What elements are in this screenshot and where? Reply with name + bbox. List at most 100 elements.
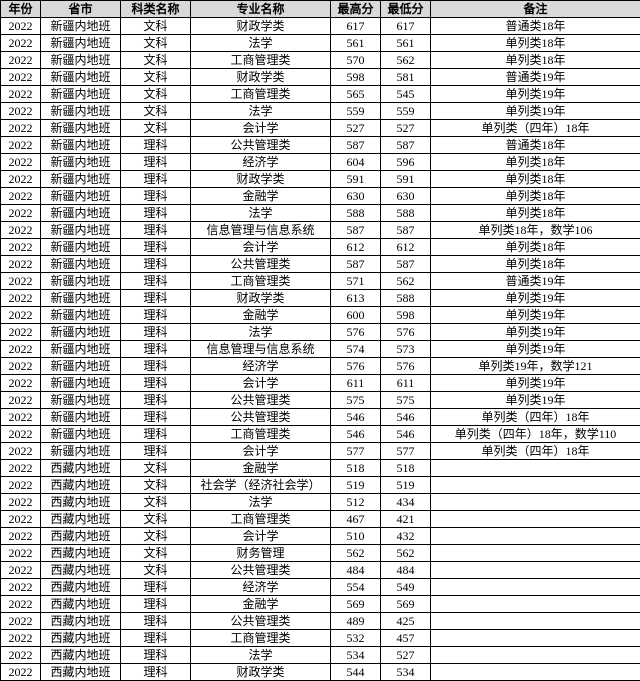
cell-year: 2022 [1, 171, 41, 188]
cell-major: 工商管理类 [191, 86, 331, 103]
cell-note [431, 630, 640, 647]
cell-min-score: 612 [381, 239, 431, 256]
cell-note: 单列类（四年）18年 [431, 120, 640, 137]
cell-year: 2022 [1, 341, 41, 358]
cell-min-score: 518 [381, 460, 431, 477]
cell-major: 信息管理与信息系统 [191, 341, 331, 358]
cell-year: 2022 [1, 86, 41, 103]
table-row: 2022新疆内地班文科法学559559单列类19年 [1, 103, 640, 120]
cell-major: 工商管理类 [191, 52, 331, 69]
table-row: 2022新疆内地班理科信息管理与信息系统587587单列类18年，数学106 [1, 222, 640, 239]
cell-subject: 文科 [121, 460, 191, 477]
cell-max-score: 554 [331, 579, 381, 596]
cell-min-score: 549 [381, 579, 431, 596]
cell-min-score: 596 [381, 154, 431, 171]
cell-max-score: 544 [331, 664, 381, 681]
cell-note: 普通类18年 [431, 18, 640, 35]
cell-min-score: 527 [381, 120, 431, 137]
table-row: 2022新疆内地班理科工商管理类571562普通类19年 [1, 273, 640, 290]
cell-min-score: 561 [381, 35, 431, 52]
cell-max-score: 587 [331, 137, 381, 154]
table-row: 2022新疆内地班理科法学588588单列类18年 [1, 205, 640, 222]
cell-major: 财务管理 [191, 545, 331, 562]
cell-note: 单列类18年 [431, 171, 640, 188]
cell-subject: 文科 [121, 69, 191, 86]
cell-min-score: 581 [381, 69, 431, 86]
cell-min-score: 617 [381, 18, 431, 35]
cell-max-score: 576 [331, 358, 381, 375]
cell-note: 单列类（四年）18年 [431, 409, 640, 426]
admissions-table: 年份 省市 科类名称 专业名称 最高分 最低分 备注 2022新疆内地班文科财政… [0, 0, 640, 681]
cell-max-score: 575 [331, 392, 381, 409]
cell-max-score: 527 [331, 120, 381, 137]
cell-min-score: 562 [381, 52, 431, 69]
table-row: 2022新疆内地班理科会计学611611单列类19年 [1, 375, 640, 392]
cell-year: 2022 [1, 596, 41, 613]
table-row: 2022西藏内地班理科工商管理类532457 [1, 630, 640, 647]
cell-min-score: 527 [381, 647, 431, 664]
cell-province: 西藏内地班 [41, 494, 121, 511]
cell-major: 法学 [191, 647, 331, 664]
cell-note: 单列类19年 [431, 392, 640, 409]
cell-max-score: 587 [331, 222, 381, 239]
cell-province: 新疆内地班 [41, 171, 121, 188]
cell-subject: 理科 [121, 341, 191, 358]
cell-max-score: 569 [331, 596, 381, 613]
cell-subject: 文科 [121, 477, 191, 494]
table-row: 2022新疆内地班理科会计学612612单列类18年 [1, 239, 640, 256]
cell-min-score: 576 [381, 358, 431, 375]
cell-max-score: 512 [331, 494, 381, 511]
cell-note [431, 664, 640, 681]
cell-year: 2022 [1, 579, 41, 596]
table-row: 2022西藏内地班文科财务管理562562 [1, 545, 640, 562]
cell-max-score: 510 [331, 528, 381, 545]
cell-province: 新疆内地班 [41, 222, 121, 239]
cell-subject: 理科 [121, 222, 191, 239]
cell-subject: 文科 [121, 52, 191, 69]
cell-note [431, 477, 640, 494]
cell-max-score: 534 [331, 647, 381, 664]
cell-subject: 理科 [121, 630, 191, 647]
cell-province: 新疆内地班 [41, 239, 121, 256]
cell-min-score: 576 [381, 324, 431, 341]
cell-province: 新疆内地班 [41, 290, 121, 307]
cell-subject: 文科 [121, 120, 191, 137]
cell-max-score: 588 [331, 205, 381, 222]
cell-year: 2022 [1, 239, 41, 256]
table-row: 2022西藏内地班文科金融学518518 [1, 460, 640, 477]
table-row: 2022新疆内地班文科财政学类617617普通类18年 [1, 18, 640, 35]
cell-subject: 文科 [121, 528, 191, 545]
cell-subject: 理科 [121, 188, 191, 205]
cell-year: 2022 [1, 69, 41, 86]
cell-province: 西藏内地班 [41, 528, 121, 545]
cell-major: 经济学 [191, 579, 331, 596]
cell-major: 社会学（经济社会学） [191, 477, 331, 494]
cell-note: 单列类18年 [431, 154, 640, 171]
cell-subject: 理科 [121, 137, 191, 154]
cell-major: 工商管理类 [191, 273, 331, 290]
table-row: 2022新疆内地班理科财政学类613588单列类19年 [1, 290, 640, 307]
cell-min-score: 569 [381, 596, 431, 613]
cell-min-score: 421 [381, 511, 431, 528]
cell-min-score: 434 [381, 494, 431, 511]
cell-min-score: 534 [381, 664, 431, 681]
cell-year: 2022 [1, 409, 41, 426]
table-row: 2022新疆内地班文科工商管理类570562单列类18年 [1, 52, 640, 69]
cell-major: 法学 [191, 103, 331, 120]
cell-subject: 文科 [121, 103, 191, 120]
col-major: 专业名称 [191, 1, 331, 18]
cell-max-score: 587 [331, 256, 381, 273]
cell-note [431, 460, 640, 477]
cell-max-score: 611 [331, 375, 381, 392]
cell-subject: 理科 [121, 256, 191, 273]
table-row: 2022西藏内地班理科财政学类544534 [1, 664, 640, 681]
cell-min-score: 630 [381, 188, 431, 205]
cell-subject: 理科 [121, 613, 191, 630]
cell-subject: 理科 [121, 426, 191, 443]
cell-subject: 理科 [121, 647, 191, 664]
cell-min-score: 598 [381, 307, 431, 324]
table-row: 2022西藏内地班文科法学512434 [1, 494, 640, 511]
cell-year: 2022 [1, 256, 41, 273]
cell-major: 法学 [191, 35, 331, 52]
cell-province: 西藏内地班 [41, 596, 121, 613]
